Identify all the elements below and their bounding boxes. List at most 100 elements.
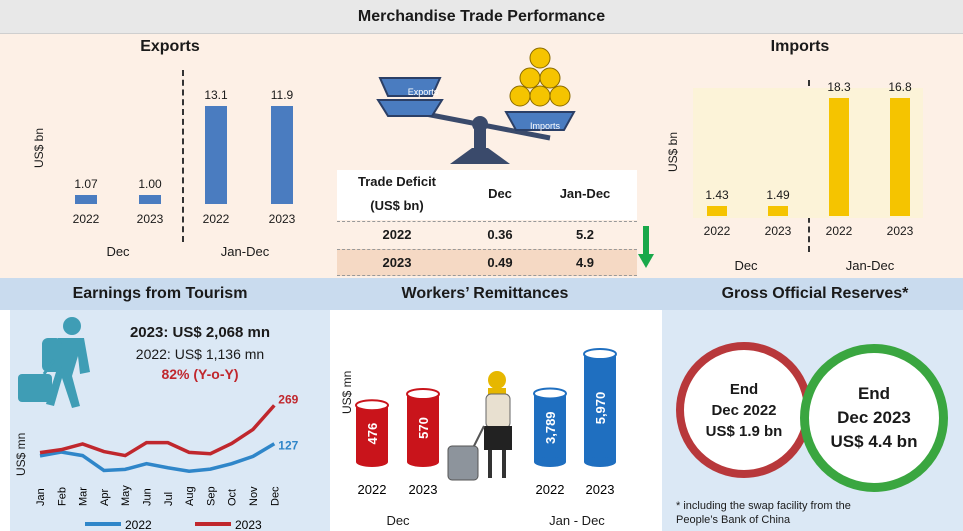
tourism-month-tick: Sep: [205, 486, 217, 506]
exports-bar-value: 1.07: [74, 177, 98, 191]
remittances-bar-base: [534, 457, 566, 467]
deficit-col-dec: Dec: [488, 186, 512, 201]
imports-tick-label: 2023: [764, 224, 792, 238]
remittances-bar-value: 5,970: [593, 392, 608, 425]
traveler-with-suitcase-icon: [447, 371, 512, 481]
imports-bar: [829, 98, 849, 216]
remittances-bar-value: 476: [365, 423, 380, 445]
page-title: Merchandise Trade Performance: [0, 0, 963, 34]
deficit-row-dec: 0.36: [487, 227, 513, 242]
remittances-bar: [584, 354, 616, 462]
remittances-bar-top: [406, 388, 440, 400]
remittances-bar-top: [583, 348, 617, 360]
exports-title: Exports: [140, 38, 200, 55]
imports-bar-value: 18.3: [827, 80, 851, 94]
tourism-month-tick: Jun: [142, 488, 154, 506]
tourism-month-tick: Nov: [248, 486, 260, 506]
remittances-bar: [407, 394, 439, 462]
tourism-month-tick: Oct: [227, 489, 239, 506]
imports-title: Imports: [770, 38, 830, 55]
imports-bar: [890, 98, 910, 216]
scale-exports-label: Exports: [407, 87, 439, 97]
exports-bar-value: 1.00: [138, 177, 162, 192]
reserves-2022-line1: End: [729, 380, 759, 398]
imports-tick-label: 2023: [886, 224, 914, 238]
imports-bar: [707, 206, 727, 216]
bottom-title-band: [0, 278, 963, 310]
imports-group-jan-dec: Jan-Dec: [845, 258, 895, 273]
deficit-row-jan-dec: 4.9: [575, 255, 595, 270]
exports-bar-value: 11.9: [270, 88, 294, 102]
imports-tick-label: 2022: [703, 224, 731, 238]
tourism-end-label-2022: 127: [278, 439, 298, 453]
imports-bar-value: 1.43: [705, 188, 729, 203]
tourism-month-tick: Jul: [163, 492, 175, 506]
deficit-row-2023: [337, 249, 637, 276]
tourism-series-line: [39, 404, 276, 458]
tourism-title: Earnings from Tourism: [72, 285, 248, 302]
deficit-row-jan-dec: 5.2: [575, 227, 595, 242]
exports-tick-label: 2023: [136, 212, 164, 226]
deficit-header-row: [337, 170, 637, 220]
deficit-header-line2: (US$ bn): [370, 198, 424, 213]
tourism-month-tick: Jan: [35, 488, 47, 506]
reserves-2022-line2: Dec 2022: [711, 401, 777, 419]
reserves-2022-line3: US$ 1.9 bn: [705, 422, 783, 440]
imports-bar-value: 16.8: [888, 80, 912, 94]
exports-tick-label: 2023: [268, 212, 296, 226]
imports-group-dec: Dec: [734, 258, 758, 273]
imports-bar-value: 1.49: [766, 188, 790, 202]
remittances-bar: [534, 393, 566, 462]
exports-group-dec: Dec: [106, 244, 130, 259]
exports-group-jan-dec: Jan-Dec: [220, 244, 270, 259]
remittances-tick-label: 2023: [586, 482, 615, 497]
tourism-growth: 82% (Y-o-Y): [161, 366, 239, 382]
remittances-title: Workers’ Remittances: [401, 285, 569, 302]
reserves-2023-line2: Dec 2023: [837, 408, 911, 427]
remittances-bar-base: [407, 457, 439, 467]
exports-bar: [75, 195, 97, 204]
remittances-tick-label: 2022: [358, 482, 387, 497]
remittances-tick-label: 2023: [409, 482, 438, 497]
deficit-col-jan-dec: Jan-Dec: [559, 186, 611, 201]
reserves-2023-circle: End Dec 2023 US$ 4.4 bn: [800, 344, 948, 492]
deficit-row-dec: 0.49: [487, 255, 513, 270]
tourism-end-label-2023: 269: [278, 392, 298, 406]
remittances-bar-base: [584, 457, 616, 467]
exports-tick-label: 2022: [202, 212, 230, 226]
remittances-bar-value: 3,789: [543, 411, 558, 444]
remittances-bar-base: [356, 457, 388, 467]
remittances-bar: [356, 405, 388, 462]
exports-bar: [139, 195, 161, 204]
deficit-row-year: 2023: [382, 255, 412, 270]
scale-imports-label: Imports: [529, 121, 560, 131]
tourism-month-tick: Dec: [269, 486, 281, 506]
traveler-icon: [18, 317, 90, 408]
reserves-title: Gross Official Reserves*: [721, 285, 909, 302]
tourism-month-tick: Mar: [78, 487, 90, 506]
reserves-2023-line3: US$ 4.4 bn: [830, 432, 918, 451]
remittances-tick-label: 2022: [536, 482, 565, 497]
deficit-row-2022: [337, 221, 637, 248]
tourism-month-tick: Aug: [184, 486, 196, 506]
tourism-month-tick: Apr: [99, 489, 111, 506]
imports-bar: [768, 206, 788, 216]
reserves-2023-line1: End: [857, 384, 891, 403]
tourism-series-line: [39, 442, 276, 474]
imports-tick-label: 2022: [825, 224, 853, 238]
tourism-month-tick: May: [120, 485, 132, 506]
deficit-row-year: 2022: [382, 227, 412, 242]
remittances-group-dec: Dec: [386, 513, 410, 528]
down-arrow-icon: [638, 226, 654, 268]
remittances-bar-top: [355, 399, 389, 412]
tourism-headline: 2023: US$ 2,068 mn: [129, 324, 271, 341]
reserves-footnote-line2: People’s Bank of China: [676, 514, 791, 526]
tourism-month-tick: Feb: [56, 487, 68, 506]
reserves-2022-circle: End Dec 2022 US$ 1.9 bn: [676, 342, 812, 478]
deficit-header-line1: Trade Deficit: [357, 174, 437, 189]
tourism-legend-label: 2022: [125, 518, 152, 531]
exports-bar: [271, 106, 293, 204]
remittances-bar-top: [533, 387, 567, 400]
remittances-bar-value: 570: [416, 417, 431, 439]
